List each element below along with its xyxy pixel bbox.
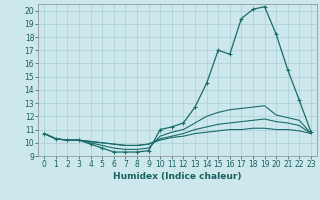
X-axis label: Humidex (Indice chaleur): Humidex (Indice chaleur) bbox=[113, 172, 242, 181]
